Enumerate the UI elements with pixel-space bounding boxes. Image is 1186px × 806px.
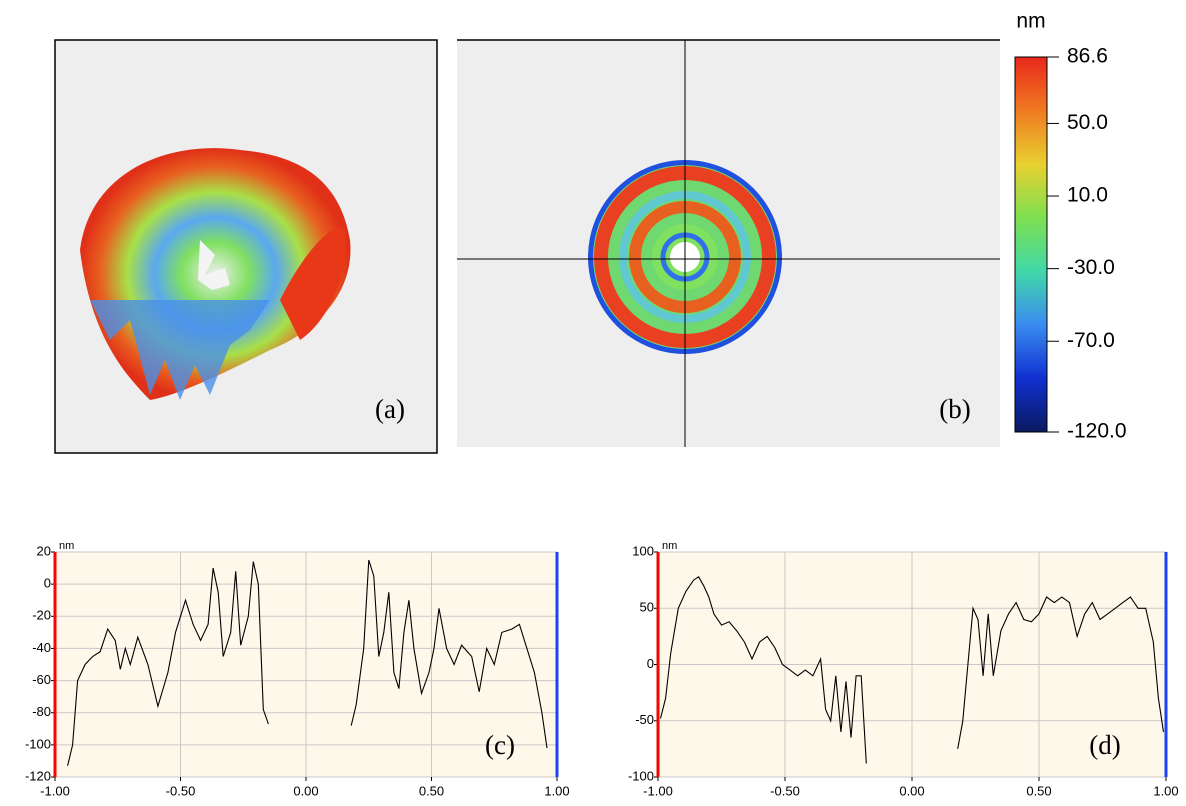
- y-tick-label: -80: [32, 704, 51, 719]
- colorbar-tick-label: -70.0: [1067, 329, 1115, 352]
- x-tick-label: 1.00: [1153, 783, 1178, 798]
- y-tick-label: 100: [632, 543, 654, 558]
- colorbar-tick-label: 10.0: [1067, 184, 1108, 207]
- y-tick-label: -100: [628, 768, 654, 783]
- x-tick-label: 0.00: [899, 783, 924, 798]
- y-unit: nm: [662, 540, 677, 552]
- y-tick-label: 50: [640, 600, 654, 615]
- x-tick-label: -0.50: [166, 783, 196, 798]
- figure: (a) (b) nm 86.6 50.0 10.0 -30.0 -70.0 -120.0 -120…: [0, 0, 1186, 806]
- x-tick-label: -0.50: [770, 783, 800, 798]
- colorbar-tick-label: 50.0: [1067, 111, 1108, 134]
- page: {"chart_data": [ {"type": "surface", "la…: [0, 0, 1186, 806]
- colorbar-tick-label: 86.6: [1067, 45, 1108, 68]
- x-tick-label: -1.00: [643, 783, 673, 798]
- y-unit: nm: [59, 540, 74, 552]
- y-tick-label: -40: [32, 640, 51, 655]
- colorbar-title: nm: [1016, 10, 1045, 33]
- y-tick-label: -120: [25, 768, 51, 783]
- y-tick-label: 0: [44, 576, 51, 591]
- panel-label: (c): [485, 730, 515, 760]
- colorbar-tick-label: -30.0: [1067, 256, 1115, 279]
- y-tick-label: -50: [635, 712, 654, 727]
- panel-label: (a): [375, 394, 405, 424]
- colorbar: [1015, 57, 1047, 432]
- x-tick-label: 0.00: [293, 783, 318, 798]
- x-tick-label: -1.00: [40, 783, 70, 798]
- colorbar-tick-label: -120.0: [1067, 420, 1127, 443]
- y-tick-label: 0: [647, 656, 654, 671]
- panel-label: (d): [1089, 730, 1120, 760]
- y-tick-label: -20: [32, 608, 51, 623]
- y-tick-label: -100: [25, 736, 51, 751]
- y-tick-label: -60: [32, 672, 51, 687]
- y-tick-label: 20: [37, 543, 51, 558]
- x-tick-label: 1.00: [544, 783, 569, 798]
- panel-label: (b): [939, 394, 970, 424]
- x-tick-label: 0.50: [419, 783, 444, 798]
- x-tick-label: 0.50: [1026, 783, 1051, 798]
